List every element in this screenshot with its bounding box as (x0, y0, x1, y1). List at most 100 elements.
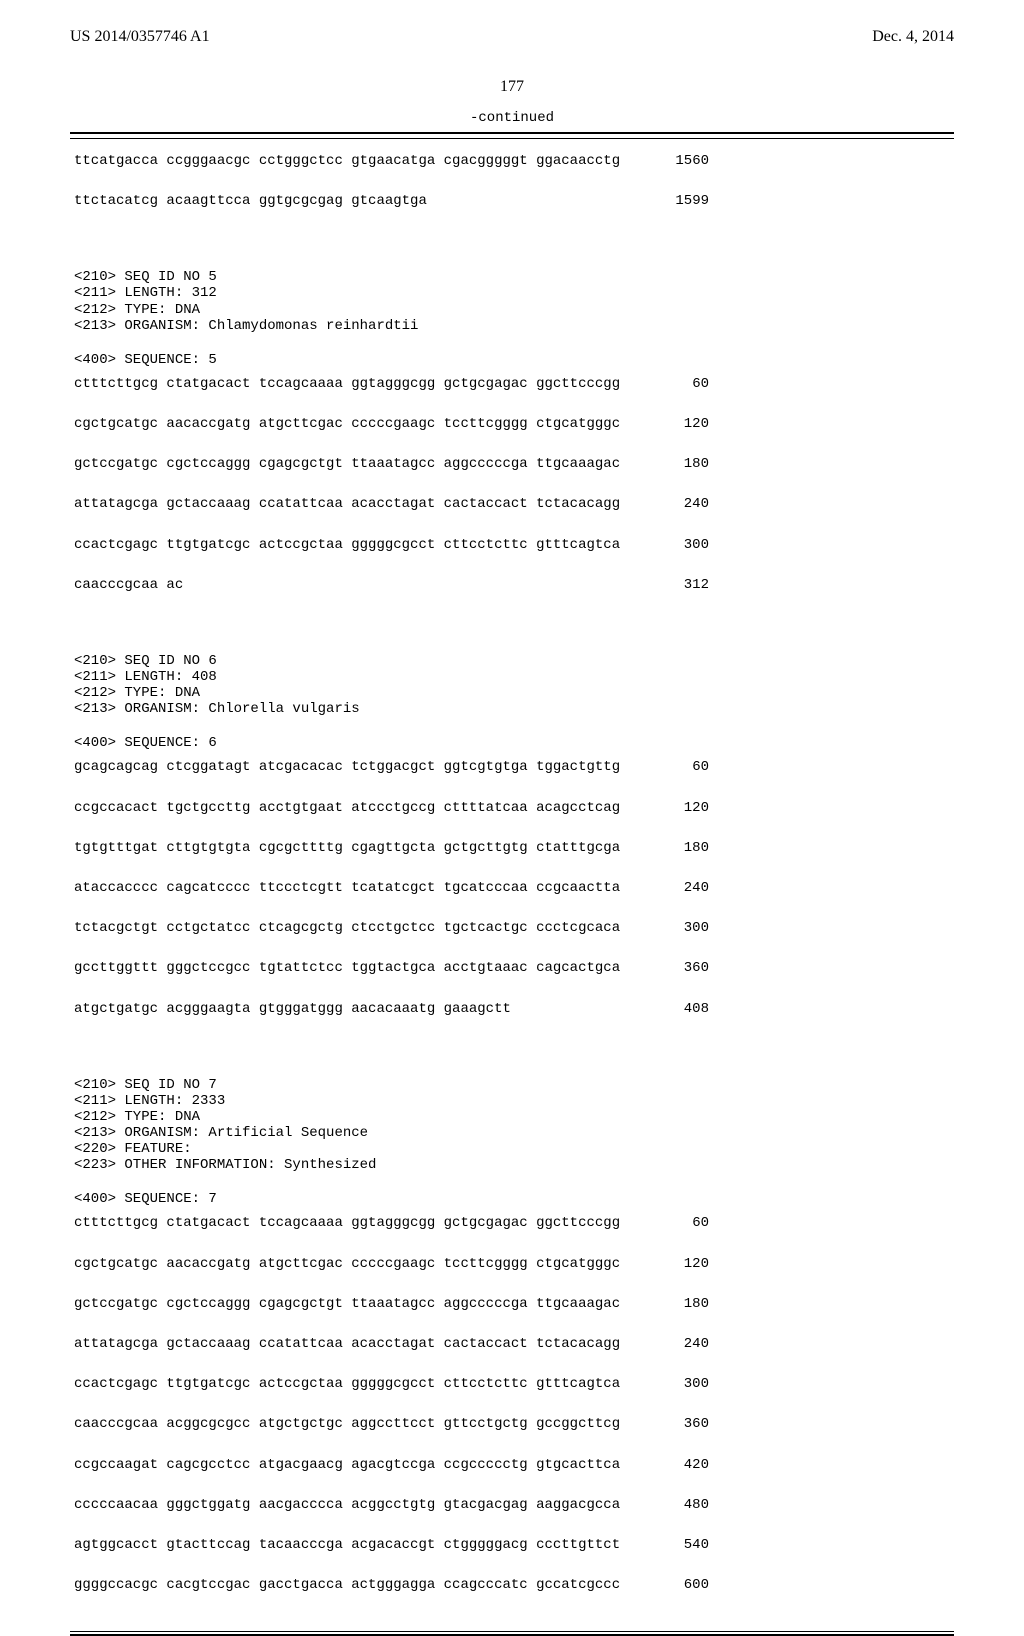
sequence-text: caacccgcaa ac (74, 577, 183, 593)
running-header: US 2014/0357746 A1 Dec. 4, 2014 (70, 28, 954, 46)
metadata-line: <213> ORGANISM: Chlamydomonas reinhardti… (74, 318, 950, 334)
sequence-text: tgtgtttgat cttgtgtgta cgcgcttttg cgagttg… (74, 840, 620, 856)
sequence-position: 600 (635, 1577, 709, 1593)
sequence-text: ttctacatcg acaagttcca ggtgcgcgag gtcaagt… (74, 193, 427, 209)
sequence-text: ttcatgacca ccgggaacgc cctgggctcc gtgaaca… (74, 153, 620, 169)
sequence-text: ggggccacgc cacgtccgac gacctgacca actggga… (74, 1577, 620, 1593)
metadata-line: <210> SEQ ID NO 7 (74, 1077, 950, 1093)
sequence-text: caacccgcaa acggcgcgcc atgctgctgc aggcctt… (74, 1416, 620, 1432)
sequence-line: gctccgatgc cgctccaggg cgagcgctgt ttaaata… (74, 456, 709, 472)
sequence-position: 120 (635, 1256, 709, 1272)
sequence-text: tctacgctgt cctgctatcc ctcagcgctg ctcctgc… (74, 920, 620, 936)
sequence-text: attatagcga gctaccaaag ccatattcaa acaccta… (74, 1336, 620, 1352)
rule-top-thick (70, 132, 954, 134)
sequence-text: gctccgatgc cgctccaggg cgagcgctgt ttaaata… (74, 1296, 620, 1312)
sequence-position: 420 (635, 1457, 709, 1473)
sequence-line: cccccaacaa gggctggatg aacgacccca acggcct… (74, 1497, 709, 1513)
sequence-position: 360 (635, 960, 709, 976)
sequence-line: ctttcttgcg ctatgacact tccagcaaaa ggtaggg… (74, 1215, 709, 1231)
sequence-header-line: <400> SEQUENCE: 5 (74, 352, 950, 368)
metadata-line: <211> LENGTH: 2333 (74, 1093, 950, 1109)
metadata-line: <210> SEQ ID NO 6 (74, 653, 950, 669)
sequence-line: ccgccaagat cagcgcctcc atgacgaacg agacgtc… (74, 1457, 709, 1473)
sequence-text: ccgccacact tgctgccttg acctgtgaat atccctg… (74, 800, 620, 816)
sequence-position: 1560 (635, 153, 709, 169)
sequence-line: caacccgcaa ac 312 (74, 577, 709, 593)
sequence-text: ccactcgagc ttgtgatcgc actccgctaa gggggcg… (74, 537, 620, 553)
sequence-position: 180 (635, 1296, 709, 1312)
sequence-text: cgctgcatgc aacaccgatg atgcttcgac cccccga… (74, 1256, 620, 1272)
sequence-text: atgctgatgc acgggaagta gtgggatggg aacacaa… (74, 1001, 511, 1017)
sequence-line: gccttggttt gggctccgcc tgtattctcc tggtact… (74, 960, 709, 976)
sequence-header-line: <400> SEQUENCE: 6 (74, 735, 950, 751)
sequence-line: tctacgctgt cctgctatcc ctcagcgctg ctcctgc… (74, 920, 709, 936)
sequence-text: ctttcttgcg ctatgacact tccagcaaaa ggtaggg… (74, 376, 620, 392)
sequence-position: 120 (635, 800, 709, 816)
sequence-line: attatagcga gctaccaaag ccatattcaa acaccta… (74, 1336, 709, 1352)
sequence-line: ccactcgagc ttgtgatcgc actccgctaa gggggcg… (74, 1376, 709, 1392)
page-container: US 2014/0357746 A1 Dec. 4, 2014 177 -con… (0, 0, 1024, 1320)
sequence-text: cgctgcatgc aacaccgatg atgcttcgac cccccga… (74, 416, 620, 432)
sequence-position: 240 (635, 496, 709, 512)
sequence-position: 180 (635, 456, 709, 472)
sequence-line: agtggcacct gtacttccag tacaacccga acgacac… (74, 1537, 709, 1553)
sequence-line: tgtgtttgat cttgtgtgta cgcgcttttg cgagttg… (74, 840, 709, 856)
sequence-position: 240 (635, 880, 709, 896)
sequence-text: gcagcagcag ctcggatagt atcgacacac tctggac… (74, 759, 620, 775)
sequence-line: gctccgatgc cgctccaggg cgagcgctgt ttaaata… (74, 1296, 709, 1312)
sequence-position: 300 (635, 920, 709, 936)
sequence-position: 180 (635, 840, 709, 856)
sequence-text: ctttcttgcg ctatgacact tccagcaaaa ggtaggg… (74, 1215, 620, 1231)
sequence-position: 540 (635, 1537, 709, 1553)
sequence-line: ccactcgagc ttgtgatcgc actccgctaa gggggcg… (74, 537, 709, 553)
sequence-position: 240 (635, 1336, 709, 1352)
publication-date: Dec. 4, 2014 (872, 28, 954, 46)
sequence-position: 360 (635, 1416, 709, 1432)
publication-number: US 2014/0357746 A1 (70, 28, 210, 46)
sequence-position: 312 (635, 577, 709, 593)
sequence-line: cgctgcatgc aacaccgatg atgcttcgac cccccga… (74, 1256, 709, 1272)
sequence-metadata: <210> SEQ ID NO 5<211> LENGTH: 312<212> … (74, 269, 950, 333)
sequence-line: caacccgcaa acggcgcgcc atgctgctgc aggcctt… (74, 1416, 709, 1432)
sequence-position: 60 (635, 759, 709, 775)
sequence-line: attatagcga gctaccaaag ccatattcaa acaccta… (74, 496, 709, 512)
sequence-position: 300 (635, 537, 709, 553)
metadata-line: <212> TYPE: DNA (74, 685, 950, 701)
metadata-line: <213> ORGANISM: Artificial Sequence (74, 1125, 950, 1141)
page-number: 177 (70, 78, 954, 96)
sequence-line: atgctgatgc acgggaagta gtgggatggg aacacaa… (74, 1001, 709, 1017)
sequence-position: 60 (635, 376, 709, 392)
metadata-line: <211> LENGTH: 312 (74, 285, 950, 301)
sequence-text: gctccgatgc cgctccaggg cgagcgctgt ttaaata… (74, 456, 620, 472)
sequence-text: gccttggttt gggctccgcc tgtattctcc tggtact… (74, 960, 620, 976)
metadata-line: <223> OTHER INFORMATION: Synthesized (74, 1157, 950, 1173)
sequence-line: ataccacccc cagcatcccc ttccctcgtt tcatatc… (74, 880, 709, 896)
sequence-position: 120 (635, 416, 709, 432)
sequence-text: ataccacccc cagcatcccc ttccctcgtt tcatatc… (74, 880, 620, 896)
metadata-line: <212> TYPE: DNA (74, 1109, 950, 1125)
sequence-position: 1599 (635, 193, 709, 209)
sequence-line: cgctgcatgc aacaccgatg atgcttcgac cccccga… (74, 416, 709, 432)
sequence-line: ttctacatcg acaagttcca ggtgcgcgag gtcaagt… (74, 193, 709, 209)
sequence-line: ggggccacgc cacgtccgac gacctgacca actggga… (74, 1577, 709, 1593)
sequence-text: cccccaacaa gggctggatg aacgacccca acggcct… (74, 1497, 620, 1513)
rule-bottom-thin (70, 1631, 954, 1632)
sequence-line: gcagcagcag ctcggatagt atcgacacac tctggac… (74, 759, 709, 775)
metadata-line: <210> SEQ ID NO 5 (74, 269, 950, 285)
sequence-listing: ttcatgacca ccgggaacgc cctgggctcc gtgaaca… (70, 139, 954, 1631)
sequence-text: ccactcgagc ttgtgatcgc actccgctaa gggggcg… (74, 1376, 620, 1392)
sequence-text: agtggcacct gtacttccag tacaacccga acgacac… (74, 1537, 620, 1553)
sequence-header-line: <400> SEQUENCE: 7 (74, 1191, 950, 1207)
sequence-position: 408 (635, 1001, 709, 1017)
metadata-line: <213> ORGANISM: Chlorella vulgaris (74, 701, 950, 717)
sequence-position: 60 (635, 1215, 709, 1231)
sequence-text: attatagcga gctaccaaag ccatattcaa acaccta… (74, 496, 620, 512)
sequence-position: 480 (635, 1497, 709, 1513)
sequence-line: ttcatgacca ccgggaacgc cctgggctcc gtgaaca… (74, 153, 709, 169)
sequence-line: ctttcttgcg ctatgacact tccagcaaaa ggtaggg… (74, 376, 709, 392)
metadata-line: <220> FEATURE: (74, 1141, 950, 1157)
sequence-text: ccgccaagat cagcgcctcc atgacgaacg agacgtc… (74, 1457, 620, 1473)
sequence-metadata: <210> SEQ ID NO 6<211> LENGTH: 408<212> … (74, 653, 950, 717)
sequence-position: 300 (635, 1376, 709, 1392)
metadata-line: <211> LENGTH: 408 (74, 669, 950, 685)
